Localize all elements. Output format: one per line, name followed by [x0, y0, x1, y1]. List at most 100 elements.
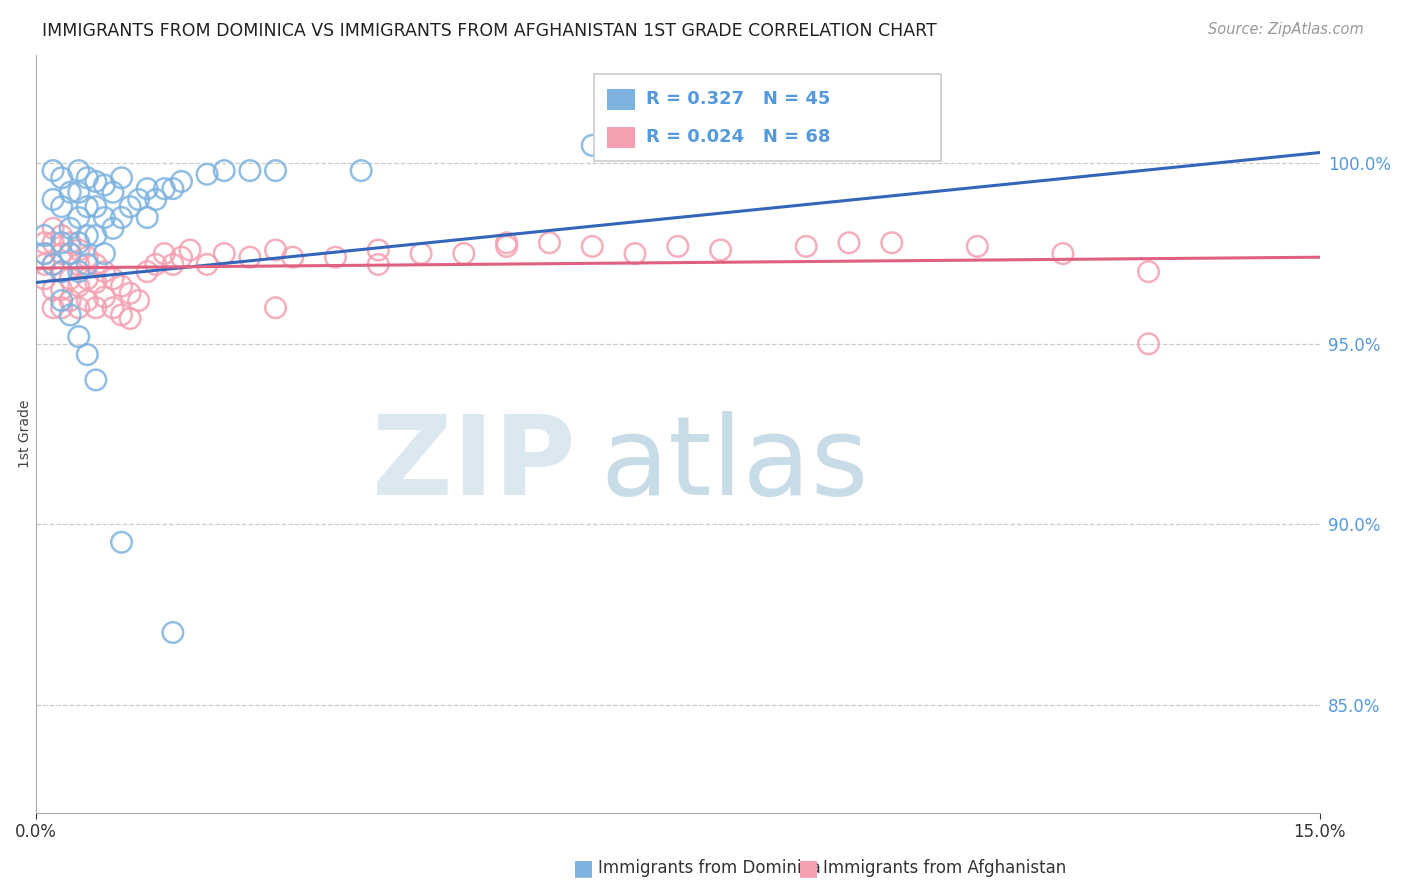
Point [51, 228, 73, 243]
Point [966, 239, 988, 253]
Point [59, 308, 82, 322]
Point [76, 250, 98, 264]
Point [59, 186, 82, 200]
Point [42, 193, 65, 207]
FancyBboxPatch shape [607, 89, 636, 111]
Point [51, 235, 73, 250]
Point [42, 283, 65, 297]
Point [76, 200, 98, 214]
Point [350, 163, 373, 178]
Point [51, 265, 73, 279]
Point [76, 348, 98, 362]
Point [59, 221, 82, 235]
Point [838, 235, 860, 250]
Point [145, 257, 167, 271]
Point [84, 276, 107, 290]
Point [495, 239, 517, 253]
Point [666, 239, 689, 253]
Point [67, 265, 90, 279]
Point [34, 246, 56, 260]
Point [239, 163, 262, 178]
Point [67, 301, 90, 315]
Point [84, 228, 107, 243]
Point [212, 163, 235, 178]
Point [76, 170, 98, 185]
Point [76, 293, 98, 308]
Text: R = 0.024   N = 68: R = 0.024 N = 68 [645, 128, 830, 146]
Point [67, 186, 90, 200]
Point [281, 250, 304, 264]
Point [59, 272, 82, 286]
Text: Immigrants from Dominica: Immigrants from Dominica [598, 859, 820, 877]
Point [162, 181, 184, 195]
Point [34, 272, 56, 286]
Point [34, 235, 56, 250]
Point [67, 243, 90, 257]
Point [42, 301, 65, 315]
Point [101, 301, 124, 315]
FancyBboxPatch shape [595, 74, 941, 161]
Point [93, 265, 115, 279]
Point [128, 193, 150, 207]
Point [42, 163, 65, 178]
Point [880, 235, 903, 250]
Point [51, 293, 73, 308]
Point [67, 329, 90, 343]
Point [325, 250, 347, 264]
Point [51, 265, 73, 279]
Text: Immigrants from Afghanistan: Immigrants from Afghanistan [823, 859, 1066, 877]
Point [110, 211, 132, 225]
Point [1137, 265, 1160, 279]
Point [453, 246, 475, 260]
Point [162, 625, 184, 640]
Point [624, 246, 647, 260]
Point [264, 163, 287, 178]
Point [76, 257, 98, 271]
Point [67, 211, 90, 225]
Point [59, 293, 82, 308]
Point [145, 193, 167, 207]
Point [136, 265, 159, 279]
Point [367, 257, 389, 271]
Point [120, 200, 142, 214]
Point [110, 535, 132, 549]
Point [67, 235, 90, 250]
Point [51, 301, 73, 315]
Text: atlas: atlas [600, 411, 869, 518]
Point [84, 200, 107, 214]
Point [93, 178, 115, 192]
FancyBboxPatch shape [607, 128, 636, 148]
Point [42, 221, 65, 235]
Point [120, 286, 142, 301]
Point [239, 250, 262, 264]
Point [101, 186, 124, 200]
Text: Source: ZipAtlas.com: Source: ZipAtlas.com [1208, 22, 1364, 37]
Point [42, 257, 65, 271]
Point [1052, 246, 1074, 260]
Point [67, 279, 90, 293]
Point [67, 257, 90, 271]
Point [34, 246, 56, 260]
Point [34, 257, 56, 271]
Point [42, 235, 65, 250]
Point [136, 181, 159, 195]
Point [110, 279, 132, 293]
Point [93, 246, 115, 260]
Point [495, 235, 517, 250]
Point [110, 170, 132, 185]
Point [170, 174, 193, 188]
Point [93, 290, 115, 304]
Point [84, 257, 107, 271]
Point [59, 246, 82, 260]
Y-axis label: 1st Grade: 1st Grade [18, 400, 32, 468]
Point [42, 257, 65, 271]
Point [101, 272, 124, 286]
Point [794, 239, 817, 253]
Point [710, 243, 733, 257]
Point [51, 283, 73, 297]
Point [367, 243, 389, 257]
Point [409, 246, 432, 260]
Point [1137, 336, 1160, 351]
Point [84, 301, 107, 315]
Point [153, 181, 176, 195]
